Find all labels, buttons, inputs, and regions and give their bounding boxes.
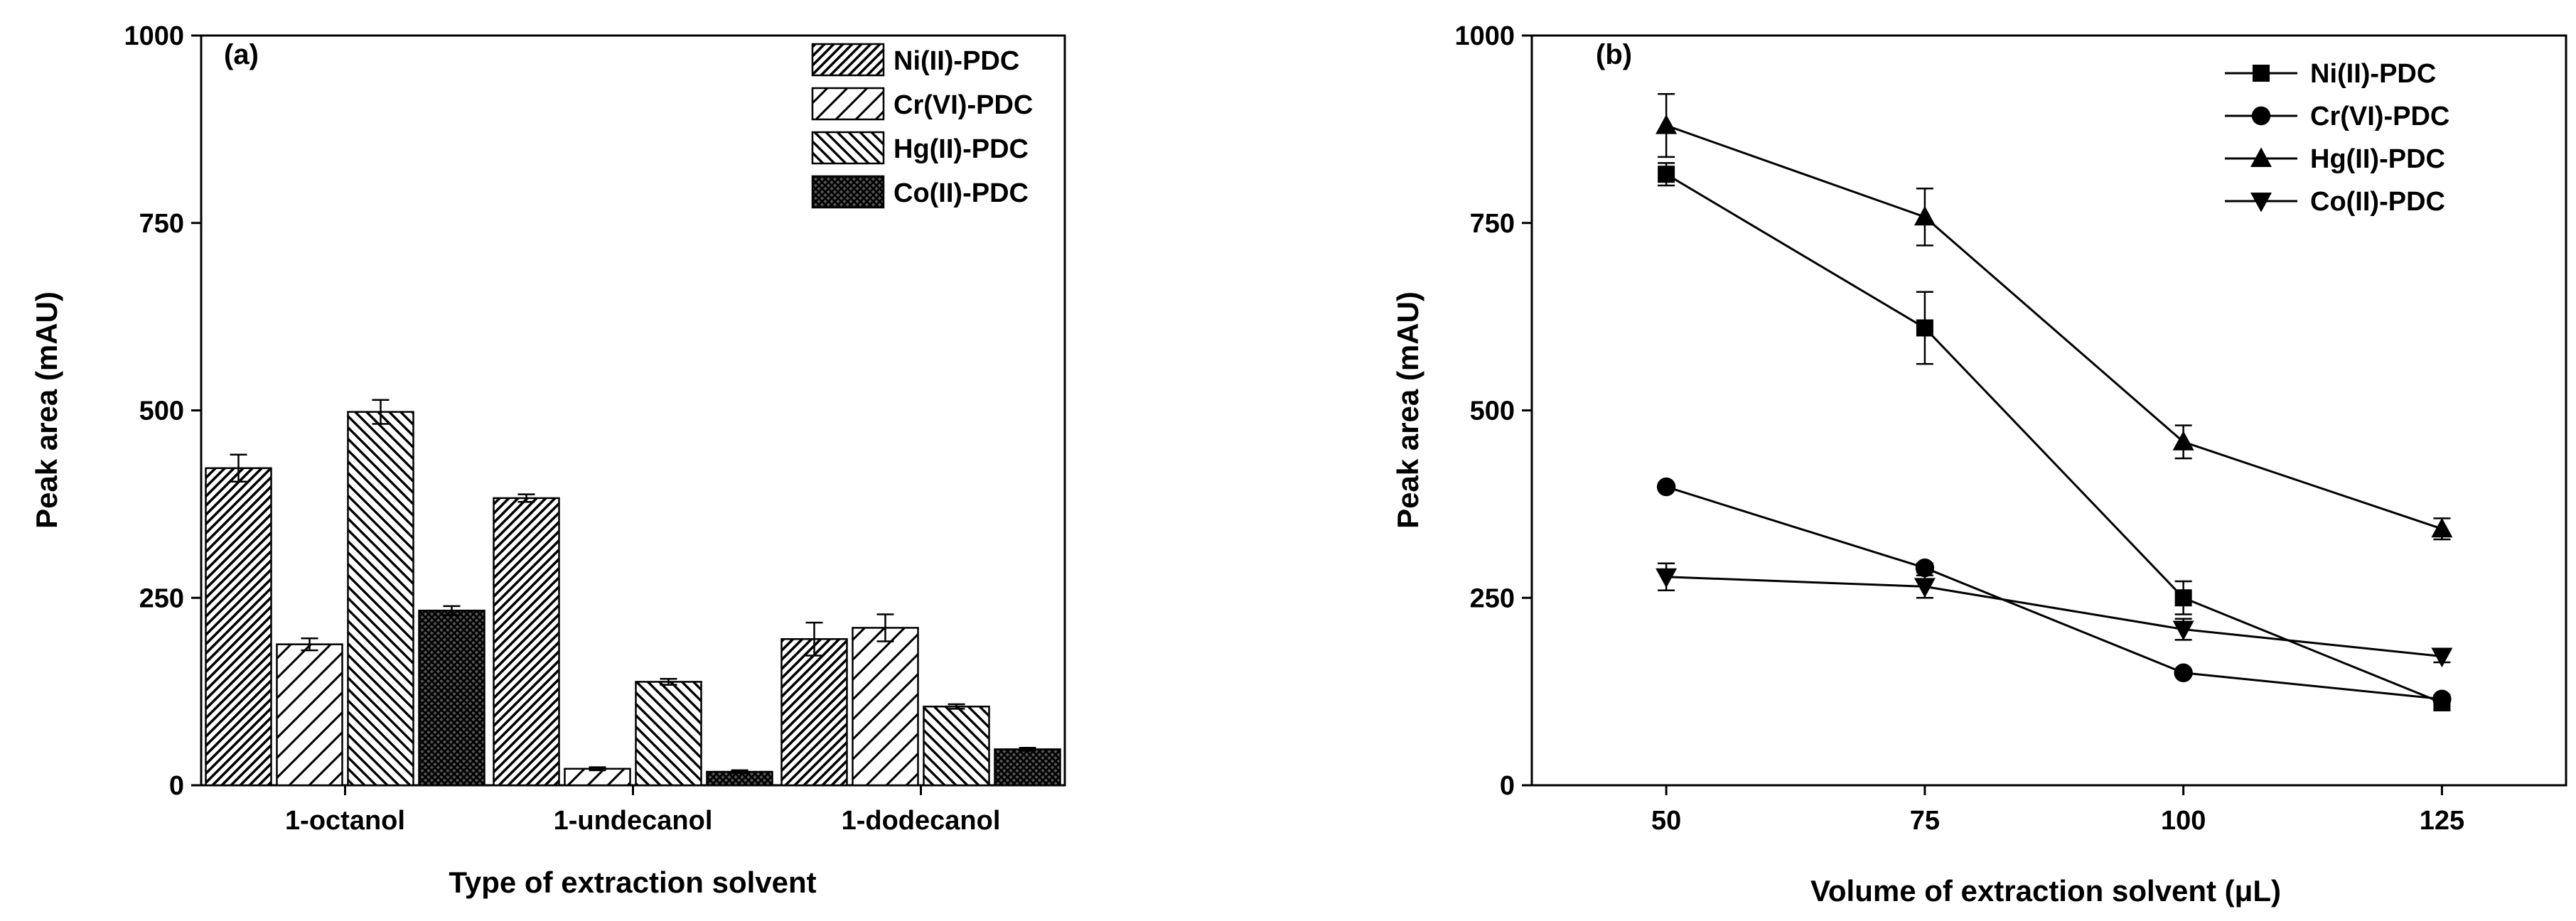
- bar: [923, 705, 990, 787]
- bar: [852, 627, 919, 787]
- triangle-up-marker: [2172, 431, 2194, 451]
- bar: [994, 748, 1061, 787]
- legend-swatch: [811, 131, 885, 165]
- triangle-down-marker: [1655, 568, 1678, 588]
- x-axis-label: Volume of extraction solvent (μL): [1810, 874, 2281, 907]
- series-line: [1665, 173, 2442, 704]
- triangle-up-marker: [2431, 517, 2453, 538]
- square-marker: [2174, 589, 2192, 607]
- bar: [418, 609, 485, 787]
- legend-label: Ni(II)-PDC: [2310, 59, 2436, 89]
- legend-label: Co(II)-PDC: [2310, 187, 2445, 217]
- x-tick-label: 1-octanol: [285, 806, 405, 836]
- x-tick-label: 75: [1910, 806, 1940, 836]
- series-line: [1665, 485, 2442, 701]
- x-axis: 50 75 100 125: [1651, 785, 2464, 836]
- triangle-down-marker: [1914, 578, 1936, 598]
- y-tick-label: 1000: [1454, 21, 1515, 51]
- bar: [347, 411, 414, 787]
- y-tick-label: 750: [139, 209, 184, 239]
- bar: [635, 681, 702, 787]
- y-tick-label: 1000: [124, 21, 184, 51]
- triangle-up-marker: [1914, 205, 1936, 226]
- series-line: [1665, 124, 2442, 530]
- x-tick-label: 125: [2420, 806, 2464, 836]
- bar: [205, 467, 272, 787]
- y-axis: 0 250 500 750 1000: [1454, 21, 1532, 801]
- y-axis-label: Peak area (mAU): [1391, 291, 1424, 529]
- legend-label: Cr(VI)-PDC: [2310, 102, 2449, 131]
- y-axis-label: Peak area (mAU): [30, 291, 63, 529]
- legend: Ni(II)-PDC Cr(VI)-PDC Hg(II)-PDC Co(II)-PDC: [811, 43, 1033, 209]
- triangle-down-marker: [2172, 620, 2194, 641]
- circle-marker: [1915, 558, 1935, 578]
- circle-marker: [2251, 106, 2271, 126]
- legend-swatch: [811, 43, 885, 77]
- bar-group: [205, 399, 1061, 787]
- y-tick-label: 500: [139, 397, 184, 426]
- legend-label: Ni(II)-PDC: [893, 46, 1019, 76]
- legend: Ni(II)-PDC Cr(VI)-PDC Hg(II)-PDC Co(II)-PDC: [2225, 59, 2449, 217]
- bar: [493, 497, 560, 787]
- series-lines: [1655, 93, 2453, 711]
- legend-label: Cr(VI)-PDC: [893, 90, 1033, 120]
- x-tick-label: 100: [2161, 806, 2206, 836]
- y-tick-label: 750: [1470, 209, 1515, 239]
- legend-label: Co(II)-PDC: [893, 178, 1029, 208]
- circle-marker: [1656, 477, 1676, 497]
- panel-label: (a): [224, 39, 259, 70]
- x-tick-label: 1-dodecanol: [842, 806, 1001, 836]
- square-marker: [1916, 319, 1933, 337]
- bar: [564, 768, 631, 787]
- triangle-down-marker: [2431, 647, 2453, 668]
- legend-swatch: [811, 87, 885, 121]
- y-tick-label: 500: [1470, 397, 1515, 426]
- square-marker: [1658, 166, 1675, 183]
- x-tick-label: 50: [1651, 806, 1681, 836]
- y-tick-label: 250: [1470, 583, 1515, 613]
- bar: [780, 638, 848, 787]
- y-tick-label: 0: [169, 771, 184, 801]
- legend-label: Hg(II)-PDC: [893, 134, 1029, 164]
- square-marker: [2253, 65, 2270, 82]
- y-axis: 0 250 500 750 1000: [124, 21, 201, 801]
- legend-swatch: [811, 175, 885, 209]
- panel-label: (b): [1596, 39, 1632, 70]
- y-tick-label: 0: [1500, 771, 1515, 801]
- triangle-up-marker: [1655, 114, 1678, 134]
- triangle-up-marker: [2250, 147, 2272, 167]
- circle-marker: [2174, 663, 2193, 682]
- x-axis: 1-octanol 1-undecanol 1-dodecanol: [285, 785, 1000, 836]
- x-tick-label: 1-undecanol: [554, 806, 713, 836]
- y-tick-label: 250: [139, 583, 184, 613]
- panel-b-chart: (b) 0 250 500 750 1000 50 75 100 125 Ni(II)-PDC…: [1391, 21, 2567, 907]
- series-line: [1666, 576, 2442, 658]
- x-axis-label: Type of extraction solvent: [449, 866, 816, 899]
- bar: [276, 643, 343, 787]
- legend-label: Hg(II)-PDC: [2310, 144, 2445, 174]
- triangle-down-marker: [2250, 193, 2272, 212]
- circle-marker: [2432, 689, 2452, 709]
